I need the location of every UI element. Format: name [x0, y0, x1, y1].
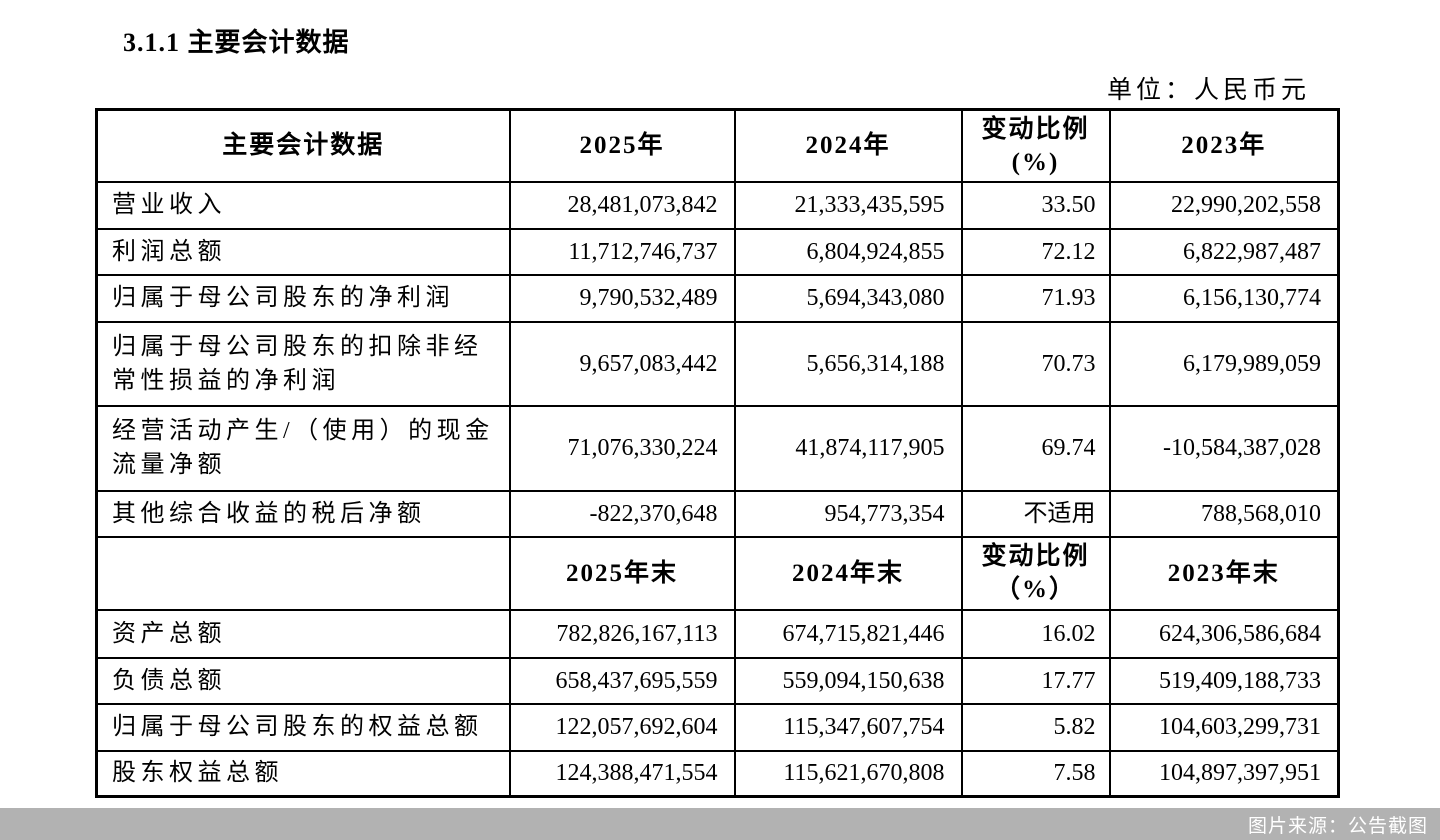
row-label: 归属于母公司股东的扣除非经常性损益的净利润	[95, 320, 511, 407]
value-2023: 624,306,586,684	[1108, 608, 1340, 659]
value-2023: 6,179,989,059	[1108, 320, 1340, 407]
value-change: 17.77	[960, 656, 1111, 705]
period-end-header-row: 2025年末 2024年末 变动比例 （%） 2023年末	[95, 535, 1340, 611]
value-2024: 115,621,670,808	[733, 749, 963, 798]
value-2025: 11,712,746,737	[508, 227, 736, 276]
value-2024: 5,656,314,188	[733, 320, 963, 407]
table-row-operating-cash-flow: 经营活动产生/（使用）的现金流量净额 71,076,330,224 41,874…	[95, 404, 1340, 492]
value-change: 71.93	[960, 273, 1111, 323]
value-2025: 9,790,532,489	[508, 273, 736, 323]
row-label: 利润总额	[95, 227, 511, 276]
value-2025: 782,826,167,113	[508, 608, 736, 659]
value-2024: 21,333,435,595	[733, 180, 963, 230]
row-label: 归属于母公司股东的权益总额	[95, 702, 511, 752]
value-2023: 104,603,299,731	[1108, 702, 1340, 752]
header-2025: 2025年	[508, 108, 736, 183]
value-2023: 6,156,130,774	[1108, 273, 1340, 323]
header-2024: 2024年	[733, 108, 963, 183]
table-row-total-assets: 资产总额 782,826,167,113 674,715,821,446 16.…	[95, 608, 1340, 659]
table-row-revenue: 营业收入 28,481,073,842 21,333,435,595 33.50…	[95, 180, 1340, 230]
header-2023-end: 2023年末	[1108, 535, 1340, 611]
table-row-equity-parent: 归属于母公司股东的权益总额 122,057,692,604 115,347,60…	[95, 702, 1340, 752]
table-row-total-liabilities: 负债总额 658,437,695,559 559,094,150,638 17.…	[95, 656, 1340, 705]
value-2024: 6,804,924,855	[733, 227, 963, 276]
value-change: 7.58	[960, 749, 1111, 798]
table-row-total-shareholders-equity: 股东权益总额 124,388,471,554 115,621,670,808 7…	[95, 749, 1340, 798]
header-2024-end: 2024年末	[733, 535, 963, 611]
value-change: 70.73	[960, 320, 1111, 407]
value-2025: 28,481,073,842	[508, 180, 736, 230]
row-label: 经营活动产生/（使用）的现金流量净额	[95, 404, 511, 492]
header-2023: 2023年	[1108, 108, 1340, 183]
value-2023: 519,409,188,733	[1108, 656, 1340, 705]
value-2025: 124,388,471,554	[508, 749, 736, 798]
value-2025: -822,370,648	[508, 489, 736, 538]
value-2024: 115,347,607,754	[733, 702, 963, 752]
header-change-ratio-line1: 变动比例	[981, 115, 1090, 143]
value-2025: 9,657,083,442	[508, 320, 736, 407]
value-change: 16.02	[960, 608, 1111, 659]
key-accounting-data-table: 主要会计数据 2025年 2024年 变动比例 (%) 2023年 营业收入 2…	[95, 108, 1340, 798]
row-label: 负债总额	[95, 656, 511, 705]
value-2023: 788,568,010	[1108, 489, 1340, 538]
row-label: 股东权益总额	[95, 749, 511, 798]
value-2025: 71,076,330,224	[508, 404, 736, 492]
value-change: 69.74	[960, 404, 1111, 492]
value-2024: 559,094,150,638	[733, 656, 963, 705]
row-label: 营业收入	[95, 180, 511, 230]
unit-label: 单位：人民币元	[1106, 77, 1310, 104]
header-metric-empty	[95, 535, 511, 611]
header-change-ratio-end-line1: 变动比例	[981, 543, 1090, 570]
header-change-ratio-line2: (%)	[1011, 148, 1060, 176]
row-label: 资产总额	[95, 608, 511, 659]
table-row-net-profit-deducted: 归属于母公司股东的扣除非经常性损益的净利润 9,657,083,442 5,65…	[95, 320, 1340, 407]
page-title: 3.1.1 主要会计数据	[123, 28, 350, 57]
header-2025-end: 2025年末	[508, 535, 736, 611]
row-label: 其他综合收益的税后净额	[95, 489, 511, 538]
value-change: 5.82	[960, 702, 1111, 752]
value-2024: 5,694,343,080	[733, 273, 963, 323]
value-2023: 104,897,397,951	[1108, 749, 1340, 798]
value-2025: 122,057,692,604	[508, 702, 736, 752]
table-row-total-profit: 利润总额 11,712,746,737 6,804,924,855 72.12 …	[95, 227, 1340, 276]
annual-header-row: 主要会计数据 2025年 2024年 变动比例 (%) 2023年	[95, 108, 1340, 183]
table-row-other-comprehensive-income: 其他综合收益的税后净额 -822,370,648 954,773,354 不适用…	[95, 489, 1340, 538]
header-change-ratio: 变动比例 (%)	[960, 108, 1111, 183]
header-metric: 主要会计数据	[95, 108, 511, 183]
value-change: 不适用	[960, 489, 1111, 538]
value-2023: 6,822,987,487	[1108, 227, 1340, 276]
table-row-net-profit-parent: 归属于母公司股东的净利润 9,790,532,489 5,694,343,080…	[95, 273, 1340, 323]
source-caption: 图片来源：公告截图	[1247, 815, 1428, 837]
source-caption-bar: 图片来源：公告截图	[0, 808, 1440, 840]
row-label: 归属于母公司股东的净利润	[95, 273, 511, 323]
value-change: 72.12	[960, 227, 1111, 276]
value-2024: 954,773,354	[733, 489, 963, 538]
value-2024: 674,715,821,446	[733, 608, 963, 659]
header-change-ratio-end-line2: （%）	[994, 576, 1076, 603]
value-2023: 22,990,202,558	[1108, 180, 1340, 230]
value-2024: 41,874,117,905	[733, 404, 963, 492]
header-change-ratio-end: 变动比例 （%）	[960, 535, 1111, 611]
value-change: 33.50	[960, 180, 1111, 230]
value-2023: -10,584,387,028	[1108, 404, 1340, 492]
value-2025: 658,437,695,559	[508, 656, 736, 705]
